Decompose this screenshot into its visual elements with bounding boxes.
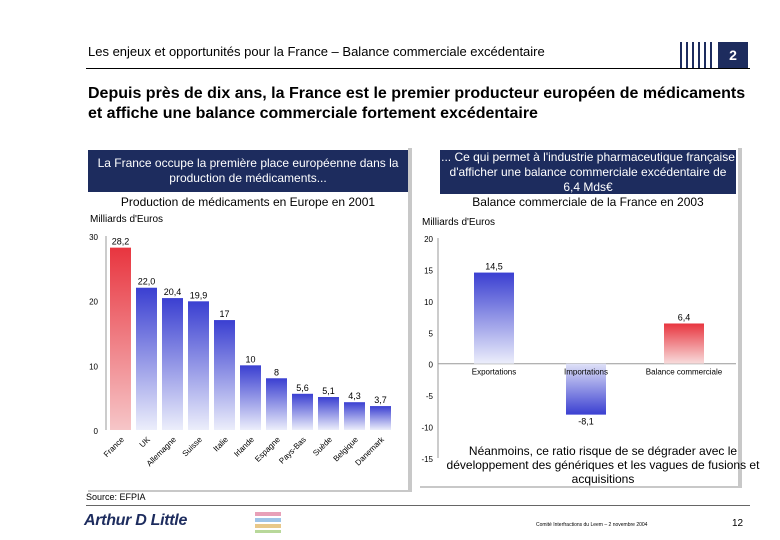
production-value-label: 10 [245,354,255,364]
left-ytick-label: 0 [94,427,99,436]
balance-value-label: 14,5 [485,262,503,272]
footer-source: Source: EFPIA [86,492,146,502]
balance-category-label: Exportations [472,368,516,377]
right-ytick-label: -5 [426,392,434,401]
production-bar [240,365,261,430]
balance-chart: 20 15 10 5 0 -5 -10 -15 14,5 Exportations -8,1 Imp… [421,235,736,464]
production-category-label: Suisse [181,435,205,459]
balance-bar [664,323,704,364]
production-bar [110,247,131,430]
production-bar [214,320,235,430]
right-chart-title: Balance commerciale de la France en 2003 [472,195,704,209]
production-bar [318,397,339,430]
footer-event: Comité Interfractions du Leem – 2 novemb… [536,522,648,528]
production-value-label: 28,2 [112,237,130,247]
production-bar [370,406,391,430]
left-unit-label: Milliards d'Euros [90,214,164,225]
production-value-label: 8 [274,367,279,377]
page-title: Depuis près de dix ans, la France est le… [88,85,746,122]
right-note: Néanmoins, ce ratio risque de se dégrade… [446,444,760,486]
production-value-label: 19,9 [190,290,208,300]
production-category-label: Pays-Bas [277,435,308,466]
header-title-part1: Les enjeux et opportunités pour la Franc… [88,44,328,59]
right-ytick-label: -10 [421,424,433,433]
arthur-d-little-logo: Arthur D Little [84,512,188,529]
production-category-label: Irlande [232,435,256,459]
production-value-label: 17 [219,309,229,319]
right-unit-label: Milliards d'Euros [422,217,496,228]
left-callout: La France occupe la première place europ… [88,150,408,192]
header-title: Les enjeux et opportunités pour la Franc… [88,44,545,59]
production-bar [344,402,365,430]
balance-category-label: Balance commerciale [646,368,723,377]
production-category-label: Italie [212,435,231,454]
right-ytick-label: 5 [429,329,434,338]
production-bar [266,378,287,430]
left-chart-title: Production de médicaments en Europe en 2… [120,195,376,209]
balance-value-label: 6,4 [678,312,691,322]
leem-logo-icon [255,512,281,533]
right-ytick-label: 15 [424,266,433,275]
production-value-label: 22,0 [138,277,156,287]
balance-bar [474,272,514,364]
header-divider [86,68,750,69]
production-value-label: 5,1 [322,386,335,396]
right-callout: ... Ce qui permet à l'industrie pharmace… [440,150,736,194]
balance-value-label: -8,1 [578,417,594,427]
left-ytick-label: 20 [89,298,98,307]
production-category-label: Danemark [353,434,386,467]
header-title-part2: Balance commerciale excédentaire [342,44,545,59]
section-number-badge: 2 [718,42,748,68]
production-category-label: France [102,435,126,459]
production-bar [136,287,157,430]
header-title-separator: – [327,44,343,59]
production-value-label: 5,6 [296,383,309,393]
production-bar [292,393,313,430]
production-value-label: 3,7 [374,395,387,405]
left-ytick-label: 30 [89,233,98,242]
production-value-label: 4,3 [348,391,361,401]
page-number: 12 [732,518,744,529]
production-value-label: 20,4 [164,287,182,297]
balance-bar [566,363,606,415]
right-ytick-label: -15 [421,455,433,464]
balance-category-label: Importations [564,368,608,377]
right-ytick-label: 0 [429,361,434,370]
right-panel [418,146,738,486]
left-ytick-label: 10 [89,362,98,371]
right-ytick-label: 10 [424,298,433,307]
decorative-bars [680,42,716,68]
production-category-label: UK [138,435,153,450]
production-category-label: Suède [311,435,334,458]
right-ytick-label: 20 [424,235,433,244]
footer-divider [86,505,750,506]
production-bar [188,301,209,430]
production-bar [162,298,183,430]
